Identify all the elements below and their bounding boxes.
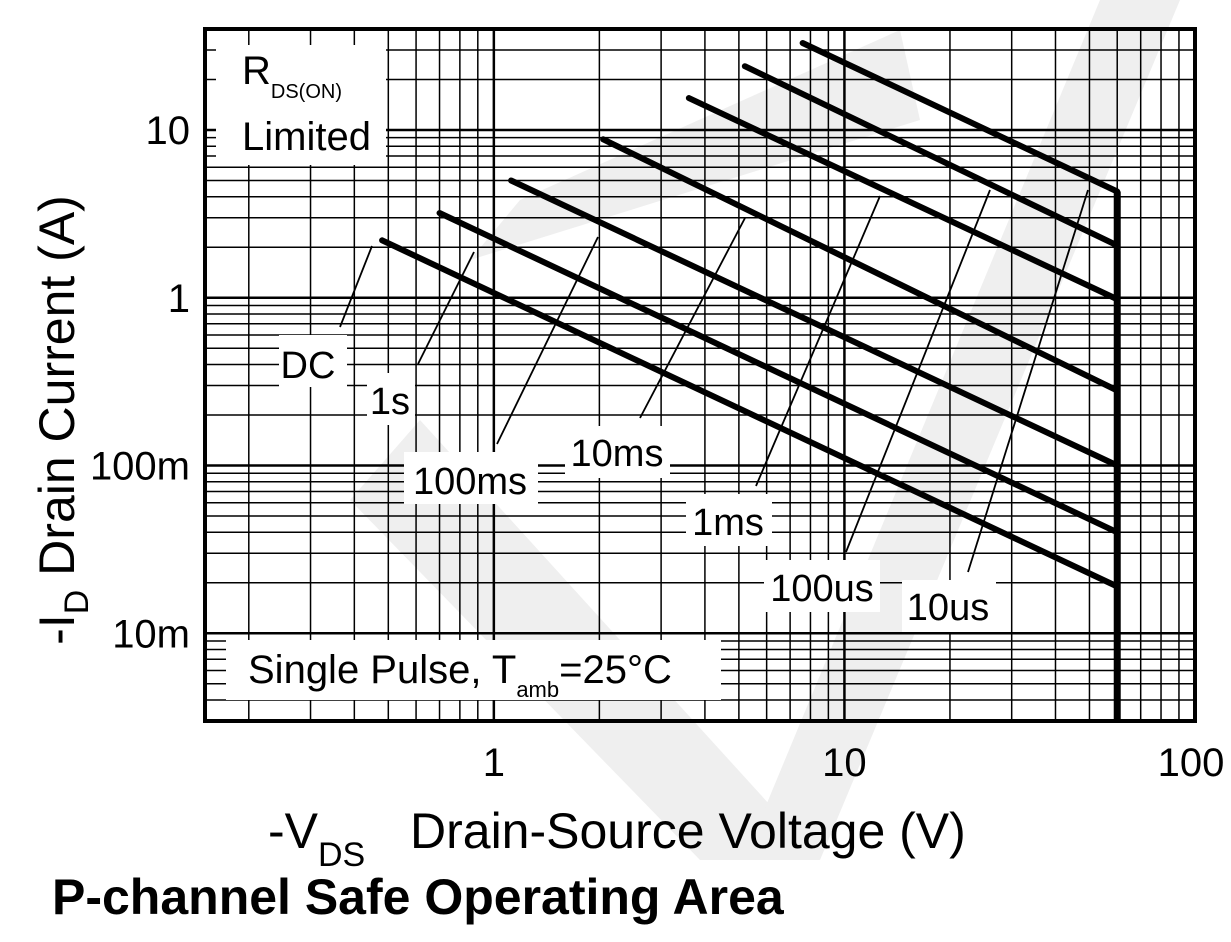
soa-line-1ms — [685, 95, 1121, 303]
leader-10us — [967, 189, 1089, 573]
soa-chart: 1 10 100 10 1 100m 10m RDS(ON) Limited Single… — [29, 0, 1225, 870]
x-tick-label: 100 — [1158, 741, 1225, 785]
soa-line-10ms — [600, 136, 1121, 394]
label-bg-100ms — [404, 452, 538, 504]
y-tick-labels: 10 1 100m 10m — [90, 109, 190, 656]
svg-text:Drain-Source Voltage (V): Drain-Source Voltage (V) — [410, 803, 966, 859]
cond-post: =25°C — [559, 648, 672, 692]
leader-10ms — [639, 217, 746, 419]
label-bg-100us — [764, 560, 880, 612]
conditions-annotation: Single Pulse, Tamb=25°C — [226, 640, 721, 702]
x-tick-label: 1 — [483, 741, 505, 785]
series-label-100us: 100us — [770, 568, 874, 610]
series-label-1ms: 1ms — [692, 502, 764, 544]
rds-on-annotation: RDS(ON) Limited — [216, 45, 386, 165]
label-bg-10ms — [565, 426, 670, 478]
x-axis-label: -VDS Drain-Source Voltage (V) — [268, 803, 966, 870]
chart-title: P-channel Safe Operating Area — [52, 869, 784, 925]
y-tick-label: 10m — [112, 612, 190, 656]
y-tick-label: 100m — [90, 445, 190, 489]
svg-text:Single Pulse, Tamb=25°C: Single Pulse, Tamb=25°C — [248, 648, 672, 702]
leader-1ms — [755, 195, 881, 487]
label-bg-dc — [279, 335, 347, 387]
cond-pre: Single Pulse, T — [248, 648, 516, 692]
label-bg-1ms — [686, 494, 772, 546]
cond-sub: amb — [516, 677, 559, 702]
leader-100ms — [496, 236, 599, 445]
soa-line-100us — [741, 63, 1121, 249]
svg-text:-VDS: -VDS — [268, 803, 365, 870]
soa-line-dc — [379, 237, 1121, 590]
series-label-100ms: 100ms — [413, 461, 527, 503]
leader-lines — [339, 189, 1089, 573]
y-axis-label: -ID Drain Current (A) — [29, 195, 96, 645]
rds-main: R — [242, 49, 271, 93]
svg-text:RDS(ON): RDS(ON) — [242, 49, 342, 103]
leader-100us — [845, 189, 991, 553]
soa-line-1s — [436, 210, 1121, 536]
series-label-1s: 1s — [370, 381, 410, 423]
label-bg-1s — [367, 373, 415, 425]
leader-1s — [417, 251, 475, 365]
x-tick-labels: 1 10 100 — [483, 741, 1225, 785]
rds-sub: DS(ON) — [271, 81, 342, 103]
series-label-10ms: 10ms — [571, 433, 664, 475]
series-label-dc: DC — [281, 345, 336, 387]
soa-line-10us — [799, 40, 1121, 195]
y-tick-label: 10 — [146, 109, 191, 153]
rds-line2: Limited — [242, 115, 371, 159]
x-tick-label: 10 — [822, 741, 867, 785]
leader-dc — [339, 245, 373, 328]
y-tick-label: 1 — [168, 277, 190, 321]
plot-frame — [203, 27, 1197, 723]
series-label-10us: 10us — [907, 587, 989, 629]
label-bg-10us — [902, 580, 996, 632]
